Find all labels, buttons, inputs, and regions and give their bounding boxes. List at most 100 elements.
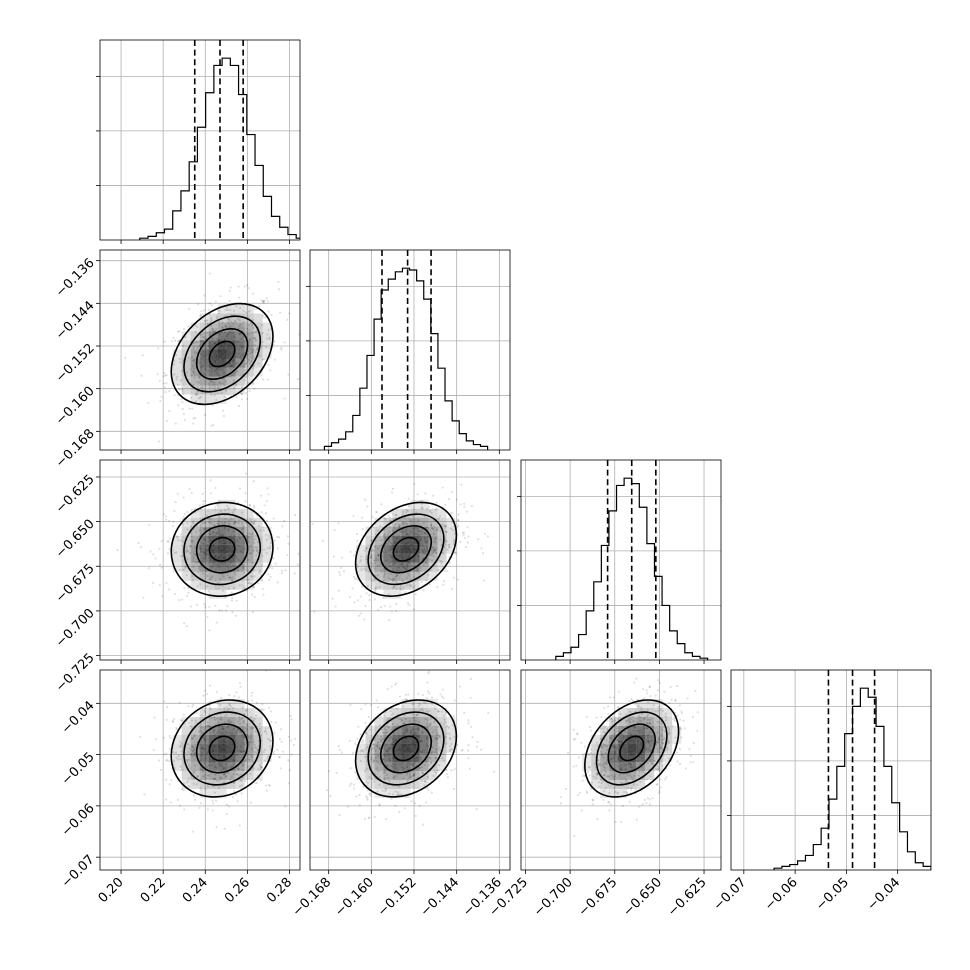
scatter-point — [453, 788, 456, 791]
scatter-point — [450, 748, 454, 751]
scatter-point — [185, 550, 188, 553]
scatter-point — [655, 783, 658, 786]
scatter-point — [206, 574, 209, 578]
x-tick-label: −0.675 — [576, 875, 621, 920]
scatter-point — [254, 746, 257, 749]
scatter-point — [234, 573, 237, 576]
scatter-point — [599, 762, 602, 765]
scatter-point — [363, 498, 367, 501]
scatter-point — [326, 788, 329, 792]
scatter-point — [247, 359, 251, 362]
scatter-point — [427, 563, 430, 566]
scatter-point — [355, 532, 359, 536]
scatter-point — [654, 694, 657, 697]
scatter-point — [374, 545, 377, 548]
scatter-point — [262, 593, 265, 596]
scatter-point — [435, 501, 438, 504]
density-cell — [374, 571, 384, 581]
scatter-point — [377, 608, 380, 612]
scatter-point — [214, 718, 217, 721]
scatter-point — [267, 493, 270, 496]
contour-level-1 — [195, 328, 249, 381]
scatter-point — [227, 772, 230, 775]
scatter-point — [382, 575, 385, 579]
scatter-point — [182, 344, 185, 347]
scatter-point — [217, 522, 221, 526]
scatter-point — [244, 726, 247, 730]
scatter-point — [242, 527, 245, 530]
scatter-point — [218, 520, 221, 523]
scatter-point — [407, 516, 410, 519]
scatter-point — [192, 749, 196, 752]
scatter-point — [668, 757, 671, 760]
density-cell — [383, 761, 393, 771]
density-cell — [208, 508, 218, 518]
scatter-point — [240, 392, 244, 396]
scatter-point — [396, 724, 399, 727]
density-cell — [226, 562, 236, 572]
scatter-point — [187, 325, 190, 328]
scatter-point — [198, 529, 201, 532]
scatter-point — [441, 486, 444, 489]
scatter-point — [247, 581, 250, 584]
scatter-point — [185, 549, 188, 552]
scatter-point — [267, 578, 271, 581]
scatter-point — [441, 695, 444, 698]
scatter-point — [263, 358, 267, 361]
scatter-point — [438, 746, 441, 749]
scatter-point — [204, 500, 207, 503]
scatter-point — [227, 587, 230, 590]
scatter-point — [237, 318, 240, 321]
scatter-point — [603, 789, 606, 793]
scatter-point — [139, 545, 143, 549]
scatter-point — [646, 718, 649, 721]
scatter-point — [600, 770, 603, 774]
scatter-point — [194, 330, 197, 334]
scatter-point — [204, 711, 207, 714]
scatter-point — [208, 389, 212, 392]
scatter-point — [363, 770, 367, 773]
scatter-point — [387, 562, 390, 566]
scatter-point — [374, 539, 377, 542]
density-cell — [401, 508, 411, 518]
scatter-point — [392, 732, 395, 735]
density-cell — [383, 571, 393, 581]
panel-frame — [730, 669, 932, 871]
scatter-point — [444, 721, 447, 724]
scatter-point — [659, 760, 663, 763]
scatter-point — [199, 802, 203, 805]
density-cell — [591, 761, 601, 771]
scatter-point — [602, 756, 605, 759]
scatter-point — [445, 539, 448, 543]
scatter-point — [444, 530, 448, 533]
scatter-point — [650, 762, 654, 765]
scatter-point — [269, 545, 272, 548]
scatter-point — [403, 516, 406, 520]
scatter-point — [408, 504, 411, 508]
scatter-point — [168, 409, 171, 413]
density-cell — [401, 725, 411, 735]
scatter-point — [242, 721, 245, 724]
scatter-point — [261, 332, 264, 335]
scatter-point — [421, 730, 424, 733]
scatter-point — [248, 740, 252, 743]
scatter-point — [419, 570, 422, 573]
scatter-point — [210, 304, 213, 307]
scatter-point — [441, 688, 444, 691]
density-cell — [244, 580, 254, 590]
density-cell — [356, 770, 366, 780]
density-cell — [609, 752, 619, 762]
scatter-point — [417, 519, 420, 522]
scatter-point — [436, 737, 439, 740]
density-cell — [636, 734, 646, 744]
scatter-point — [439, 529, 442, 533]
scatter-point — [210, 319, 213, 322]
density-cell — [383, 562, 393, 572]
scatter-point — [157, 440, 161, 443]
scatter-point — [251, 610, 255, 614]
density-cell — [253, 340, 263, 350]
scatter-point — [159, 399, 162, 403]
scatter-point — [387, 572, 390, 575]
scatter-point — [268, 566, 271, 569]
scatter-point — [220, 715, 223, 718]
